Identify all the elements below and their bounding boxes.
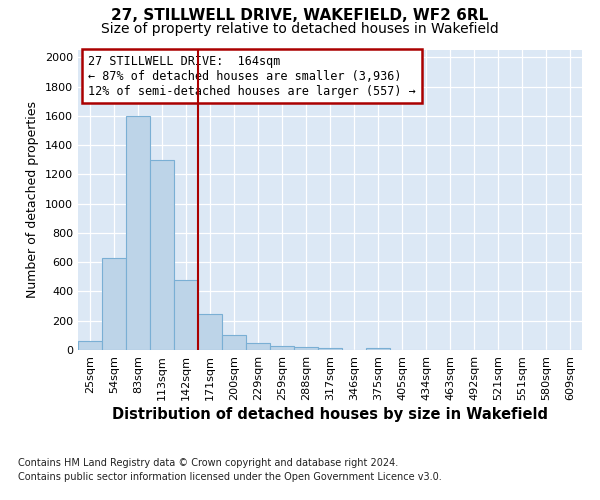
Bar bbox=[198, 314, 222, 350]
Bar bbox=[318, 348, 342, 350]
Bar bbox=[246, 342, 270, 350]
Bar bbox=[366, 348, 390, 350]
Bar bbox=[126, 116, 150, 350]
Bar bbox=[294, 347, 318, 350]
Bar bbox=[78, 341, 102, 350]
Text: 27, STILLWELL DRIVE, WAKEFIELD, WF2 6RL: 27, STILLWELL DRIVE, WAKEFIELD, WF2 6RL bbox=[112, 8, 488, 22]
Text: Contains public sector information licensed under the Open Government Licence v3: Contains public sector information licen… bbox=[18, 472, 442, 482]
Text: 27 STILLWELL DRIVE:  164sqm
← 87% of detached houses are smaller (3,936)
12% of : 27 STILLWELL DRIVE: 164sqm ← 87% of deta… bbox=[88, 54, 416, 98]
Bar bbox=[222, 336, 246, 350]
Bar bbox=[270, 346, 294, 350]
Text: Contains HM Land Registry data © Crown copyright and database right 2024.: Contains HM Land Registry data © Crown c… bbox=[18, 458, 398, 468]
Text: Size of property relative to detached houses in Wakefield: Size of property relative to detached ho… bbox=[101, 22, 499, 36]
Bar bbox=[174, 280, 198, 350]
Y-axis label: Number of detached properties: Number of detached properties bbox=[26, 102, 40, 298]
Bar bbox=[102, 258, 126, 350]
Text: Distribution of detached houses by size in Wakefield: Distribution of detached houses by size … bbox=[112, 408, 548, 422]
Bar bbox=[150, 160, 174, 350]
